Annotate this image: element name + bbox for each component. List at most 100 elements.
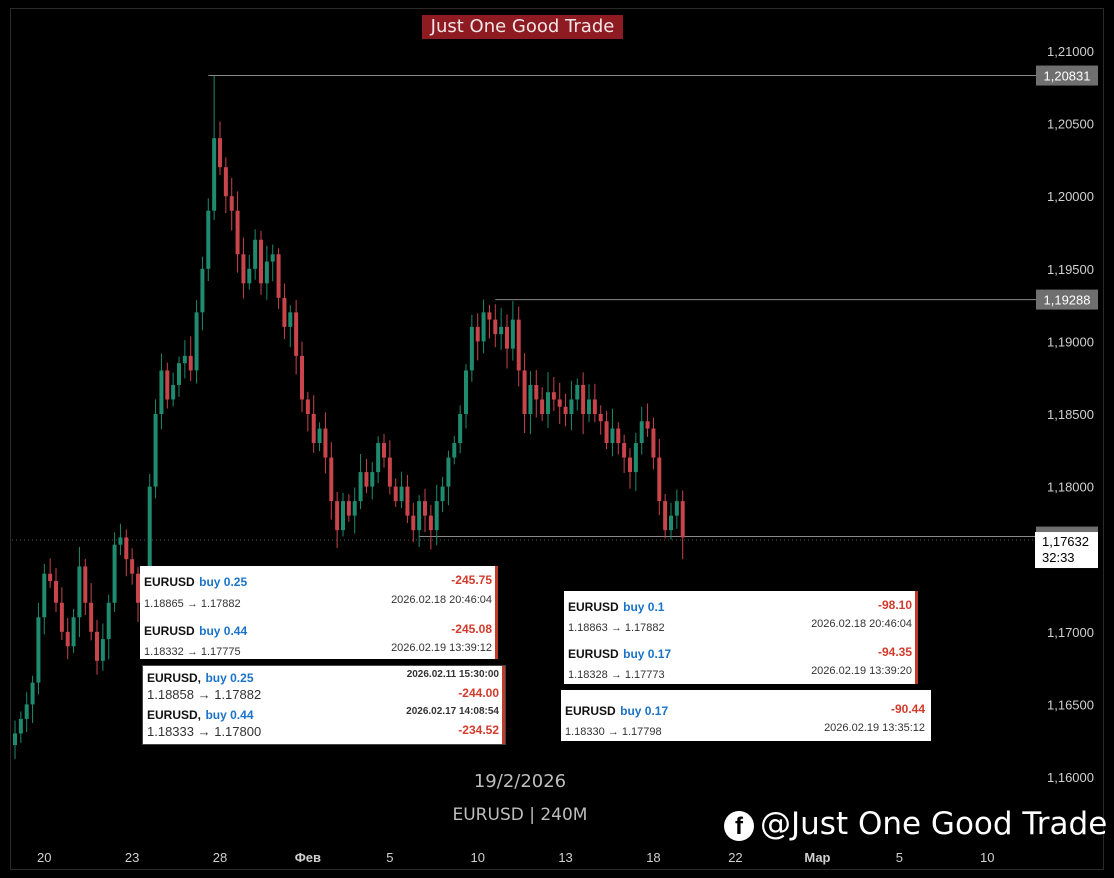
candle-body xyxy=(604,421,609,444)
candle-body xyxy=(182,355,187,364)
loss-bar xyxy=(915,591,918,684)
candle xyxy=(663,494,668,539)
y-tick-label: 1,18500 xyxy=(1047,407,1094,422)
candle-body xyxy=(663,501,668,531)
candle xyxy=(645,403,650,437)
candle xyxy=(434,484,439,546)
candle-body xyxy=(464,370,468,414)
candle-body xyxy=(264,261,269,284)
candle xyxy=(633,432,638,492)
candle xyxy=(522,353,527,434)
candle-body xyxy=(680,501,685,538)
candle-body xyxy=(534,384,539,400)
trade-symbol: EURUSD xyxy=(565,704,616,718)
facebook-icon: f xyxy=(724,810,754,841)
candle-body xyxy=(288,312,293,327)
candle-body xyxy=(674,501,679,516)
loss-bar xyxy=(502,666,505,744)
candle xyxy=(475,313,480,361)
trade-pnl: -94.35 xyxy=(877,645,912,659)
candle-body xyxy=(575,384,580,400)
loss-bar xyxy=(495,566,498,659)
candle-body xyxy=(218,138,222,168)
candle-body xyxy=(382,443,386,458)
candle-body xyxy=(36,617,41,683)
candle-body xyxy=(628,457,632,473)
candle-body xyxy=(24,704,29,719)
candle-body xyxy=(270,254,275,262)
candle-body xyxy=(411,515,416,531)
candle-body xyxy=(311,414,316,444)
candle xyxy=(59,587,64,640)
trade-symbol: EURUSD xyxy=(568,647,619,661)
x-tick-label: 18 xyxy=(646,850,660,865)
candle-body xyxy=(54,580,58,603)
candle xyxy=(674,489,679,529)
candle xyxy=(229,177,234,231)
trade-pnl: -90.44 xyxy=(890,702,925,716)
candle xyxy=(253,229,258,280)
candle xyxy=(581,372,586,435)
candle xyxy=(534,369,539,418)
chart-title: Just One Good Trade xyxy=(422,15,623,39)
candle xyxy=(182,340,187,379)
candle xyxy=(13,720,17,760)
candle-body xyxy=(323,428,328,458)
candle xyxy=(54,567,58,612)
candle-body xyxy=(563,406,568,414)
candle xyxy=(557,382,562,424)
candle xyxy=(680,490,685,560)
candle xyxy=(458,405,463,454)
trade-side: buy 0.44 xyxy=(205,708,254,722)
candle-body xyxy=(153,414,158,487)
watermark: f @Just One Good Trade xyxy=(724,806,1107,842)
candle xyxy=(71,608,76,653)
candle xyxy=(669,502,673,540)
candle-body xyxy=(112,544,117,603)
candle-body xyxy=(89,602,94,632)
candle-body xyxy=(13,733,17,746)
candle xyxy=(610,408,615,457)
trade-time: 2026.02.18 20:46:04 xyxy=(391,594,492,606)
candle xyxy=(112,532,117,612)
trade-side: buy 0.1 xyxy=(623,600,665,614)
candle xyxy=(387,440,392,495)
candle-body xyxy=(657,457,662,502)
candle xyxy=(288,305,293,348)
candle-body xyxy=(592,399,597,414)
candle xyxy=(440,476,445,513)
trade-pnl: -245.75 xyxy=(451,573,492,587)
candle-body xyxy=(452,443,457,458)
y-tick-label: 1,19000 xyxy=(1047,334,1094,349)
candle-body xyxy=(551,392,556,400)
candle xyxy=(247,254,252,290)
candle xyxy=(177,356,181,397)
x-tick-label: Фев xyxy=(295,850,321,865)
price-level-label: 1,20831 xyxy=(1044,69,1091,84)
candle-body xyxy=(510,319,515,349)
candle-body xyxy=(212,138,217,211)
candle-body xyxy=(305,399,310,414)
candle-body xyxy=(83,566,88,603)
candle xyxy=(616,422,621,455)
candle xyxy=(428,504,433,550)
trade-side: buy 0.44 xyxy=(199,624,248,638)
trade-pnl: -245.08 xyxy=(451,622,492,636)
candle-body xyxy=(475,326,480,342)
candle-body xyxy=(100,639,105,661)
candle xyxy=(194,300,199,384)
candle-body xyxy=(136,573,140,603)
trade-prices: 1.18330 → 1.17798 xyxy=(565,726,662,738)
candle xyxy=(89,583,94,641)
candle-body xyxy=(633,443,638,473)
candle xyxy=(42,563,47,635)
candle-body xyxy=(458,414,463,444)
y-tick-label: 1,20000 xyxy=(1047,189,1094,204)
candle-body xyxy=(481,312,486,342)
candle-body xyxy=(95,631,99,661)
trade-pnl: -234.52 xyxy=(458,723,499,737)
candle xyxy=(294,299,299,375)
candle xyxy=(188,336,193,381)
candle xyxy=(335,491,340,549)
